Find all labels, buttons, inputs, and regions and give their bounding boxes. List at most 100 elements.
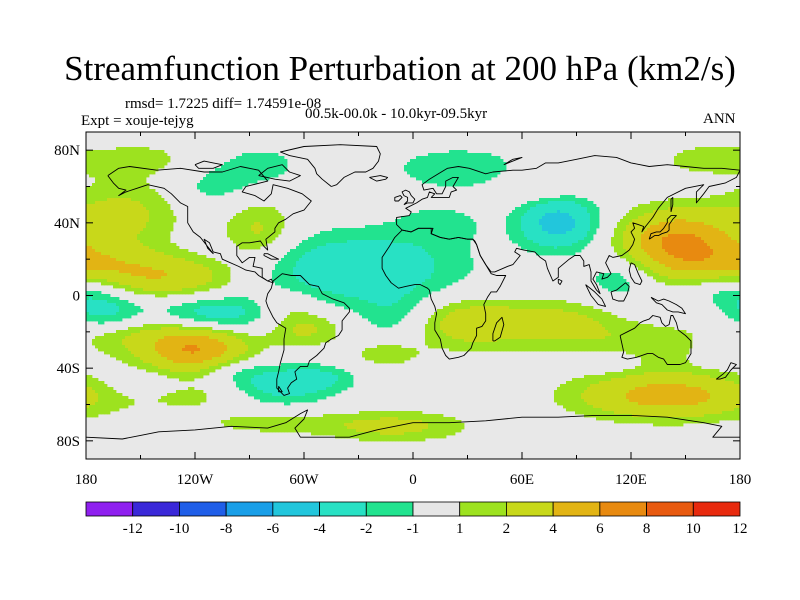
field-cell <box>140 219 144 223</box>
field-cell <box>638 258 642 262</box>
field-cell <box>545 252 549 256</box>
field-cell <box>323 243 327 247</box>
field-cell <box>248 180 252 184</box>
field-cell <box>734 231 738 235</box>
field-cell <box>722 159 726 163</box>
field-cell <box>344 243 348 247</box>
field-cell <box>326 234 330 238</box>
field-cell <box>152 255 156 259</box>
field-cell <box>488 156 492 160</box>
field-cell <box>569 234 573 238</box>
field-cell <box>644 267 648 271</box>
field-cell <box>587 219 591 223</box>
field-cell <box>731 195 735 199</box>
field-cell <box>683 162 687 166</box>
field-cell <box>167 246 171 250</box>
field-cell <box>734 267 738 271</box>
field-cell <box>104 159 108 163</box>
field-cell <box>104 225 108 229</box>
field-cell <box>704 261 708 265</box>
field-cell <box>698 276 702 280</box>
field-cell <box>125 174 129 178</box>
field-cell <box>659 264 663 268</box>
field-cell <box>467 165 471 169</box>
field-cell <box>329 261 333 265</box>
field-cell <box>719 222 723 226</box>
field-cell <box>413 231 417 235</box>
field-cell <box>563 234 567 238</box>
field-cell <box>689 231 693 235</box>
field-cell <box>116 240 120 244</box>
field-cell <box>686 159 690 163</box>
field-cell <box>638 243 642 247</box>
field-cell <box>128 276 132 280</box>
field-cell <box>104 261 108 265</box>
field-cell <box>101 273 105 277</box>
field-cell <box>173 219 177 223</box>
field-cell <box>239 222 243 226</box>
field-cell <box>119 207 123 211</box>
field-cell <box>464 219 468 223</box>
field-cell <box>203 270 207 274</box>
field-cell <box>572 249 576 253</box>
field-cell <box>281 276 285 280</box>
field-cell <box>308 276 312 280</box>
field-cell <box>635 237 639 241</box>
field-cell <box>698 162 702 166</box>
field-cell <box>458 255 462 259</box>
field-cell <box>722 213 726 217</box>
field-cell <box>101 189 105 193</box>
field-cell <box>722 153 726 157</box>
field-cell <box>446 156 450 160</box>
field-cell <box>116 150 120 154</box>
field-cell <box>677 216 681 220</box>
field-cell <box>560 219 564 223</box>
field-cell <box>113 168 117 172</box>
field-cell <box>578 237 582 241</box>
field-cell <box>137 231 141 235</box>
field-cell <box>146 240 150 244</box>
field-cell <box>101 156 105 160</box>
field-cell <box>146 207 150 211</box>
field-cell <box>167 204 171 208</box>
field-cell <box>125 231 129 235</box>
field-cell <box>161 198 165 202</box>
field-cell <box>731 171 735 175</box>
field-cell <box>710 195 714 199</box>
field-cell <box>623 216 627 220</box>
field-cell <box>140 189 144 193</box>
field-cell <box>719 204 723 208</box>
field-cell <box>260 174 264 178</box>
field-cell <box>692 210 696 214</box>
field-cell <box>143 225 147 229</box>
field-cell <box>734 162 738 166</box>
field-cell <box>227 189 231 193</box>
field-cell <box>290 261 294 265</box>
field-cell <box>428 174 432 178</box>
field-cell <box>713 237 717 241</box>
field-cell <box>110 153 114 157</box>
field-cell <box>545 198 549 202</box>
field-cell <box>626 246 630 250</box>
field-cell <box>539 216 543 220</box>
field-cell <box>689 153 693 157</box>
field-cell <box>179 264 183 268</box>
field-cell <box>272 273 276 277</box>
field-cell <box>200 276 204 280</box>
field-cell <box>326 273 330 277</box>
field-cell <box>443 213 447 217</box>
field-cell <box>428 249 432 253</box>
field-cell <box>686 219 690 223</box>
field-cell <box>167 213 171 217</box>
field-cell <box>122 207 126 211</box>
field-cell <box>578 231 582 235</box>
field-cell <box>215 171 219 175</box>
field-cell <box>176 273 180 277</box>
field-cell <box>266 213 270 217</box>
field-cell <box>716 270 720 274</box>
field-cell <box>119 189 123 193</box>
field-cell <box>98 279 102 283</box>
field-cell <box>92 222 96 226</box>
field-cell <box>617 222 621 226</box>
field-cell <box>542 198 546 202</box>
